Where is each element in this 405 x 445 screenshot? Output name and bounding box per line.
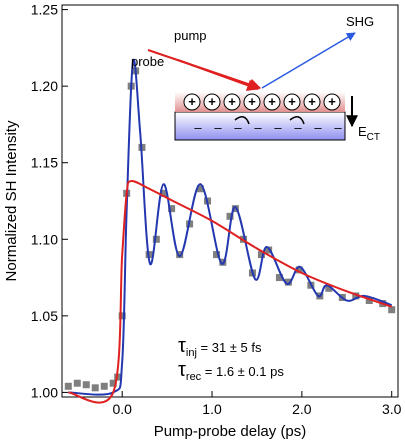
y-tick-label: 1.25 bbox=[31, 2, 58, 18]
shg-beam bbox=[261, 32, 356, 89]
tau-rec: τrec = 1.6 ± 0.1 ps bbox=[178, 359, 284, 383]
cation bbox=[263, 93, 281, 111]
plus-sign: + bbox=[228, 94, 236, 109]
transfer-arrow bbox=[289, 116, 305, 125]
substrate bbox=[174, 111, 346, 141]
y-tick-label: 1.20 bbox=[31, 78, 58, 94]
tau-symbol: τ bbox=[178, 359, 186, 381]
y-tick-label: 1.10 bbox=[31, 231, 58, 247]
data-point bbox=[160, 189, 168, 197]
pump-label: pump bbox=[174, 28, 207, 43]
field-label: ECT bbox=[358, 124, 380, 143]
data-point bbox=[265, 246, 273, 254]
data-point bbox=[73, 379, 81, 387]
minus-sign: – bbox=[234, 120, 242, 135]
x-tick-label: 0.0 bbox=[112, 401, 132, 417]
plus-sign: + bbox=[308, 94, 316, 109]
minus-sign: – bbox=[254, 120, 262, 135]
cation bbox=[223, 93, 241, 111]
data-point bbox=[213, 251, 221, 259]
shg-label: SHG bbox=[346, 14, 374, 29]
field-symbol: E bbox=[358, 124, 367, 139]
minus-sign: – bbox=[274, 120, 282, 135]
transfer-arrow bbox=[234, 116, 250, 125]
cation bbox=[283, 93, 301, 111]
tau-sub: rec bbox=[186, 371, 202, 383]
y-tick-label: 1.05 bbox=[31, 308, 58, 324]
plot-frame bbox=[61, 4, 399, 398]
cation bbox=[183, 93, 201, 111]
data-point bbox=[275, 274, 283, 282]
plus-sign: + bbox=[268, 94, 276, 109]
data-point bbox=[284, 278, 292, 286]
inset-diagram: +–+–+–+–+–+–+–+– pump probe SHG ECT bbox=[131, 14, 380, 143]
plus-sign: + bbox=[208, 94, 216, 109]
data-point bbox=[226, 212, 234, 220]
x-tick-label: 1.0 bbox=[202, 401, 222, 417]
tau-rest: = 31 ± 5 fs bbox=[197, 340, 262, 355]
cation bbox=[323, 93, 341, 111]
data-point bbox=[295, 266, 303, 274]
data-point bbox=[352, 292, 360, 300]
minus-sign: – bbox=[314, 120, 322, 135]
data-point bbox=[100, 382, 108, 390]
data-line bbox=[68, 180, 393, 404]
data-point bbox=[257, 251, 265, 259]
plus-sign: + bbox=[188, 94, 196, 109]
data-point bbox=[152, 235, 160, 243]
plus-sign: + bbox=[328, 94, 336, 109]
tau-inj: τinj = 31 ± 5 fs bbox=[178, 335, 262, 359]
cation bbox=[243, 93, 261, 111]
data-point bbox=[196, 185, 204, 193]
data-point bbox=[219, 258, 227, 266]
minus-sign: – bbox=[194, 120, 202, 135]
data-point bbox=[388, 306, 396, 314]
y-tick-label: 1.00 bbox=[31, 384, 58, 400]
data-point bbox=[231, 205, 239, 213]
data-point bbox=[168, 205, 176, 213]
cation bbox=[203, 93, 221, 111]
y-axis-title: Normalized SH Intensity bbox=[3, 120, 20, 281]
minus-sign: – bbox=[214, 120, 222, 135]
data-point bbox=[118, 312, 126, 320]
tau-rest: = 1.6 ± 0.1 ps bbox=[201, 364, 284, 379]
probe-label: probe bbox=[131, 54, 164, 69]
data-point bbox=[82, 381, 90, 389]
x-tick-label: 2.0 bbox=[292, 401, 312, 417]
minus-sign: – bbox=[334, 120, 342, 135]
data-point bbox=[365, 297, 373, 305]
data-point bbox=[91, 384, 99, 392]
plus-sign: + bbox=[248, 94, 256, 109]
minus-sign: – bbox=[294, 120, 302, 135]
plus-sign: + bbox=[288, 94, 296, 109]
y-tick-label: 1.15 bbox=[31, 155, 58, 171]
data-point bbox=[176, 251, 184, 259]
tau-sub: inj bbox=[186, 347, 197, 359]
tau-symbol: τ bbox=[178, 335, 186, 357]
field-sub: CT bbox=[367, 132, 380, 143]
x-axis-title: Pump-probe delay (ps) bbox=[154, 423, 307, 440]
data-point bbox=[325, 284, 333, 292]
data-point bbox=[64, 382, 72, 390]
cation bbox=[303, 93, 321, 111]
x-tick-label: 3.0 bbox=[382, 401, 402, 417]
data-point bbox=[109, 379, 117, 387]
probe-beam bbox=[177, 59, 260, 91]
